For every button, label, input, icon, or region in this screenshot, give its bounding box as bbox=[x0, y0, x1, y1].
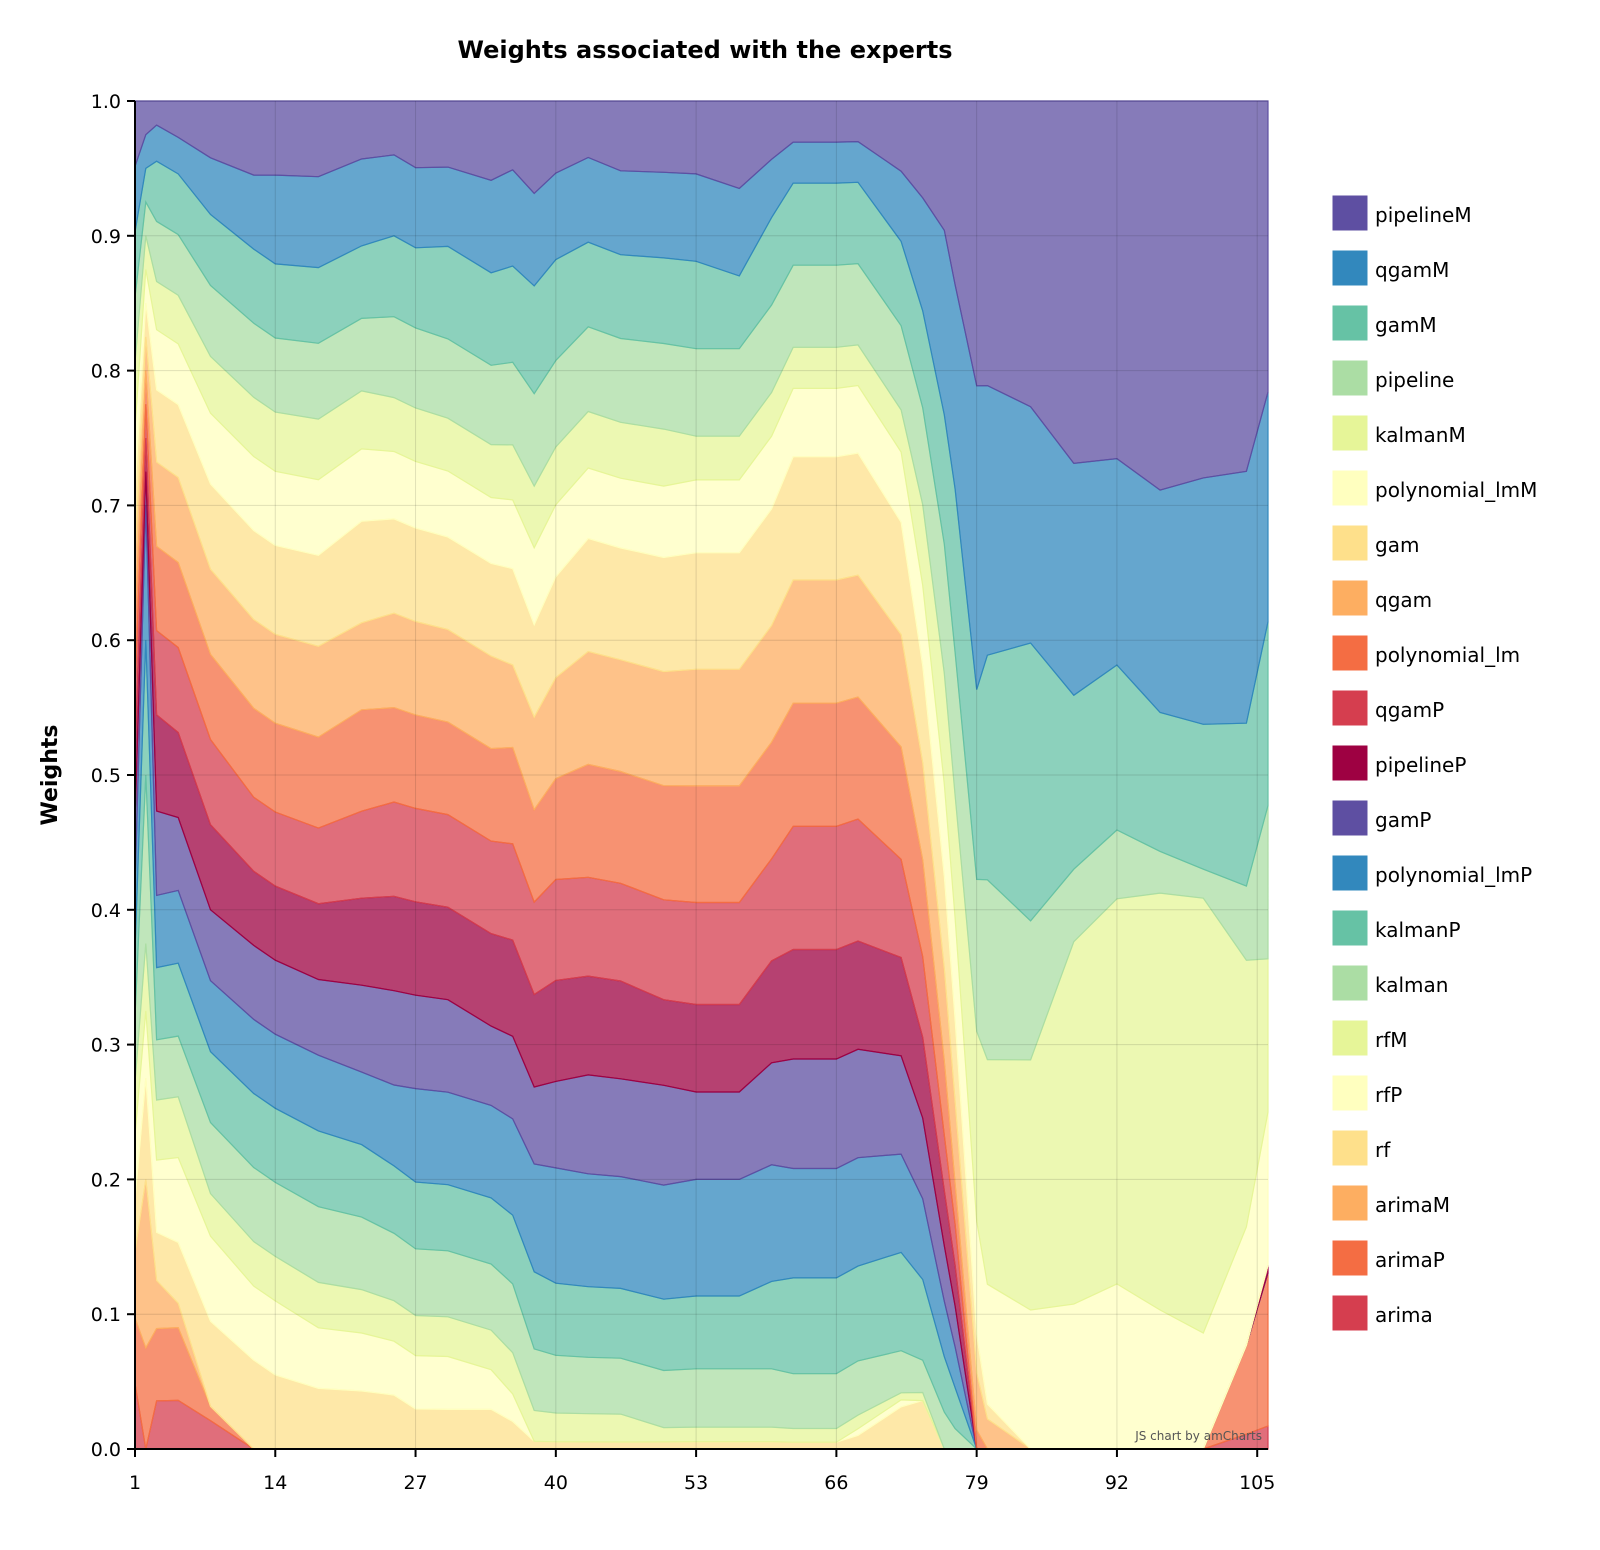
y-tick-label: 0.7 bbox=[91, 495, 121, 517]
x-tick-label: 27 bbox=[403, 1472, 427, 1494]
legend-label-qgam[interactable]: qgam bbox=[1375, 588, 1432, 612]
legend-swatch-rf[interactable] bbox=[1332, 1130, 1368, 1166]
legend-label-pipelineM[interactable]: pipelineM bbox=[1375, 203, 1472, 227]
legend-swatch-arimaP[interactable] bbox=[1332, 1240, 1368, 1276]
legend-label-arima[interactable]: arima bbox=[1375, 1303, 1433, 1327]
legend-label-rfM[interactable]: rfM bbox=[1375, 1028, 1408, 1052]
chart-credit[interactable]: JS chart by amCharts bbox=[1134, 1429, 1262, 1443]
y-tick-label: 0.6 bbox=[91, 630, 121, 652]
legend-swatch-polynomial_lm[interactable] bbox=[1332, 635, 1368, 671]
x-tick-label: 92 bbox=[1105, 1472, 1129, 1494]
legend-swatch-kalmanP[interactable] bbox=[1332, 910, 1368, 946]
y-tick-label: 0.9 bbox=[91, 226, 121, 248]
legend-swatch-pipelineM[interactable] bbox=[1332, 195, 1368, 231]
legend-swatch-gam[interactable] bbox=[1332, 525, 1368, 561]
legend-label-arimaP[interactable]: arimaP bbox=[1375, 1248, 1445, 1272]
legend-swatch-arima[interactable] bbox=[1332, 1295, 1368, 1331]
series-areas bbox=[134, 100, 1269, 1450]
x-tick-label: 53 bbox=[684, 1472, 708, 1494]
legend-label-rf[interactable]: rf bbox=[1375, 1138, 1391, 1162]
legend-swatch-qgamP[interactable] bbox=[1332, 690, 1368, 726]
legend-swatch-arimaM[interactable] bbox=[1332, 1185, 1368, 1221]
legend-swatch-kalmanM[interactable] bbox=[1332, 415, 1368, 451]
legend-label-kalmanP[interactable]: kalmanP bbox=[1375, 918, 1461, 942]
y-axis-ticks: 0.0 0.1 0.2 0.3 0.4 0.5 0.6 0.7 0.8 0.9 1.0 bbox=[91, 91, 135, 1461]
legend-label-gam[interactable]: gam bbox=[1375, 533, 1419, 557]
legend-label-kalmanM[interactable]: kalmanM bbox=[1375, 423, 1466, 447]
y-axis-label: Weights bbox=[38, 725, 63, 826]
legend-swatch-polynomial_lmM[interactable] bbox=[1332, 470, 1368, 506]
y-tick-label: 0.2 bbox=[91, 1169, 121, 1191]
legend-swatch-pipeline[interactable] bbox=[1332, 360, 1368, 396]
x-tick-label: 40 bbox=[544, 1472, 568, 1494]
x-tick-label: 66 bbox=[824, 1472, 848, 1494]
legend-label-gamP[interactable]: gamP bbox=[1375, 808, 1432, 832]
legend-label-polynomial_lm[interactable]: polynomial_lm bbox=[1375, 643, 1520, 667]
y-tick-label: 0.5 bbox=[91, 765, 121, 787]
legend: pipelineM qgamM gamM pipeline kalmanM polynom… bbox=[1332, 195, 1537, 1331]
legend-swatch-pipelineP[interactable] bbox=[1332, 745, 1368, 781]
legend-label-arimaM[interactable]: arimaM bbox=[1375, 1193, 1450, 1217]
x-tick-label: 79 bbox=[965, 1472, 989, 1494]
legend-swatch-qgam[interactable] bbox=[1332, 580, 1368, 616]
legend-label-polynomial_lmM[interactable]: polynomial_lmM bbox=[1375, 478, 1537, 502]
x-tick-label: 14 bbox=[263, 1472, 287, 1494]
x-axis-ticks: 1 14 27 40 53 66 79 92 105 bbox=[129, 1449, 1275, 1494]
legend-label-qgamP[interactable]: qgamP bbox=[1375, 698, 1444, 722]
chart-title: Weights associated with the experts bbox=[458, 36, 953, 64]
legend-swatch-rfM[interactable] bbox=[1332, 1020, 1368, 1056]
legend-swatch-qgamM[interactable] bbox=[1332, 250, 1368, 286]
y-tick-label: 0.3 bbox=[91, 1035, 121, 1057]
legend-swatch-kalman[interactable] bbox=[1332, 965, 1368, 1001]
legend-label-pipeline[interactable]: pipeline bbox=[1375, 368, 1454, 392]
y-tick-label: 0.1 bbox=[91, 1304, 121, 1326]
area-pipelineM[interactable] bbox=[134, 100, 1269, 491]
legend-swatch-gamP[interactable] bbox=[1332, 800, 1368, 836]
legend-swatch-rfP[interactable] bbox=[1332, 1075, 1368, 1111]
y-tick-label: 0.4 bbox=[91, 900, 121, 922]
legend-label-polynomial_lmP[interactable]: polynomial_lmP bbox=[1375, 863, 1532, 887]
legend-label-kalman[interactable]: kalman bbox=[1375, 973, 1448, 997]
legend-label-gamM[interactable]: gamM bbox=[1375, 313, 1437, 337]
legend-label-qgamM[interactable]: qgamM bbox=[1375, 258, 1449, 282]
x-tick-label: 105 bbox=[1239, 1472, 1275, 1494]
y-tick-label: 0.0 bbox=[91, 1439, 121, 1461]
x-tick-label: 1 bbox=[129, 1472, 141, 1494]
legend-label-rfP[interactable]: rfP bbox=[1375, 1083, 1402, 1107]
legend-label-pipelineP[interactable]: pipelineP bbox=[1375, 753, 1466, 777]
legend-swatch-gamM[interactable] bbox=[1332, 305, 1368, 341]
y-tick-label: 0.8 bbox=[91, 361, 121, 383]
y-tick-label: 1.0 bbox=[91, 91, 121, 113]
legend-swatch-polynomial_lmP[interactable] bbox=[1332, 855, 1368, 891]
